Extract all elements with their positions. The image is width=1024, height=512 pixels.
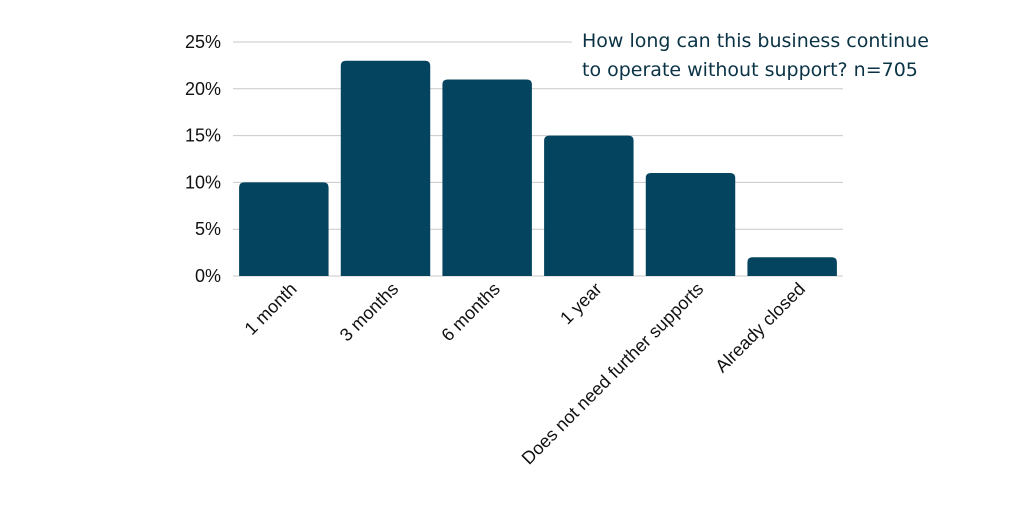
bar-1 [340, 60, 431, 276]
x-category-label: 6 months [437, 279, 504, 346]
bars [239, 60, 837, 276]
chart-title-line-2: to operate without support? n=705 [582, 59, 918, 81]
chart-title-line-1: How long can this business continue [582, 30, 929, 52]
chart-title: How long can this business continue to o… [572, 22, 929, 88]
bar-0 [239, 182, 329, 276]
bar-2 [442, 79, 532, 276]
y-axis-ticks: 0% 5% 10% 15% 20% 25% [185, 32, 221, 286]
bar-4 [645, 173, 736, 276]
y-tick-label: 15% [185, 126, 221, 146]
bar-3 [544, 135, 634, 276]
gridlines [233, 41, 843, 277]
x-category-label: Does not need further supports [518, 279, 708, 469]
y-tick-label: 10% [185, 172, 221, 192]
y-tick-label: 20% [185, 79, 221, 99]
y-tick-label: 5% [195, 219, 221, 239]
x-category-label: 3 months [336, 279, 403, 346]
bar-5 [747, 257, 837, 276]
x-category-label: 1 month [241, 279, 301, 339]
x-category-label: Already closed [711, 279, 809, 377]
y-tick-label: 25% [185, 32, 221, 52]
x-category-label: 1 year [556, 279, 606, 329]
y-tick-label: 0% [195, 266, 221, 286]
